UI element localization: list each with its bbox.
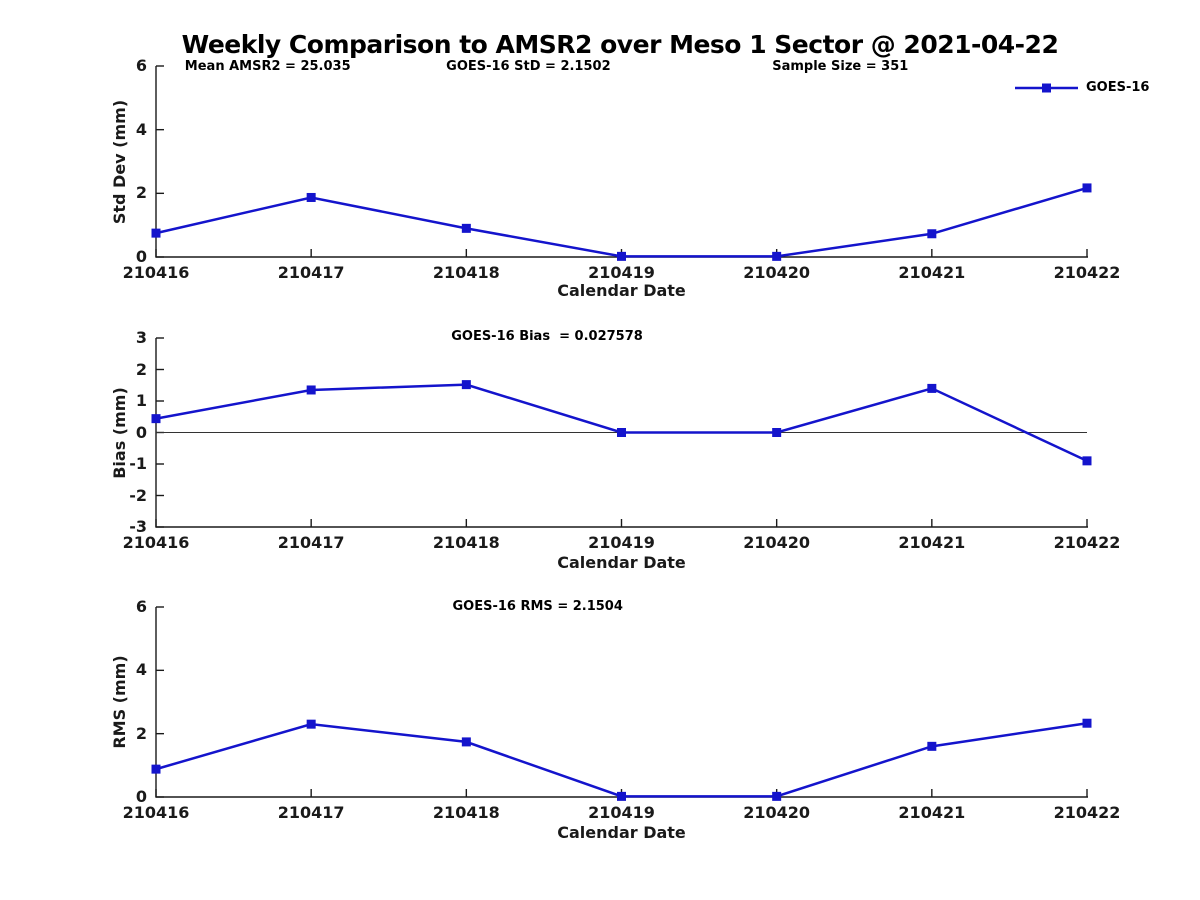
plot-2-ytick-label: -2 (129, 485, 147, 505)
plot-1-xtick-label: 210418 (432, 263, 500, 282)
plot-1-marker (306, 192, 316, 202)
plot-1-marker (151, 228, 161, 238)
plot-1-annotation: Mean AMSR2 = 25.035 (184, 59, 351, 74)
plot-1-xtick-label: 210420 (743, 263, 811, 282)
plot-2-yaxis-label: Bias (mm) (110, 386, 129, 479)
plot-3-marker (151, 764, 161, 774)
plot-3-marker (772, 791, 782, 801)
plot-2-marker (151, 414, 161, 424)
plot-3-xtick-label: 210419 (588, 803, 655, 822)
plot-3-xtick-label: 210418 (432, 803, 500, 822)
plot-1-annotation: GOES-16 StD = 2.1502 (446, 59, 611, 74)
plot-2-xtick-label: 210417 (277, 533, 345, 552)
legend-label-goes-16: GOES-16 (1086, 80, 1150, 95)
figure-title: Weekly Comparison to AMSR2 over Meso 1 S… (181, 30, 1059, 59)
plot-3-marker (927, 741, 937, 751)
plot-1-xtick-label: 210416 (122, 263, 190, 282)
plot-1-marker (461, 223, 471, 233)
plot-2-ytick-label: 2 (135, 359, 147, 379)
plot-2-marker (772, 428, 782, 437)
plot-2-series-line (155, 383, 1088, 462)
plot-2-marker (1082, 456, 1092, 466)
plot-2-ytick-label: 3 (135, 328, 147, 347)
plot-2-xaxis-label: Calendar Date (557, 553, 686, 572)
plot-3-ytick-label: 2 (135, 723, 147, 743)
legend-marker-sample (1042, 83, 1051, 93)
plot-1-ytick-label: 0 (135, 247, 147, 266)
plot-3-xtick-label: 210417 (277, 803, 345, 822)
plot-2-marker (927, 383, 937, 393)
plot-2-xtick-label: 210420 (743, 533, 811, 552)
plot-3-marker (461, 737, 471, 747)
plot-1-ytick-label: 4 (135, 119, 147, 139)
plot-3-ytick-label: 0 (135, 787, 147, 806)
plot-2-ytick-label: 1 (135, 391, 147, 410)
plot-3-series-line (155, 721, 1088, 798)
plot-1-xtick-label: 210419 (588, 263, 655, 282)
plot-1-marker (1082, 183, 1092, 193)
plot-3-xtick-label: 210416 (122, 803, 190, 822)
plot-1-xtick-label: 210417 (277, 263, 345, 282)
plot-2-marker (306, 385, 316, 395)
plot-3-xaxis-label: Calendar Date (557, 823, 686, 842)
plot-2-xtick-label: 210419 (588, 533, 655, 552)
plot-2-marker (617, 428, 626, 437)
plot-2-xtick-label: 210418 (432, 533, 500, 552)
plot-1-xtick-label: 210422 (1053, 263, 1121, 282)
plot-1-marker (927, 229, 937, 239)
plot-3-axes (155, 607, 1088, 798)
plot-3-xtick-label: 210420 (743, 803, 811, 822)
plot-3-ytick-label: 6 (135, 597, 147, 616)
plot-2-xtick-label: 210416 (122, 533, 190, 552)
plot-1-xaxis-label: Calendar Date (557, 281, 686, 300)
plot-3-annotation: GOES-16 RMS = 2.1504 (452, 599, 623, 614)
plot-3-marker (617, 791, 626, 801)
plot-1-marker (772, 251, 782, 261)
plot-3-yaxis-label: RMS (mm) (110, 655, 129, 749)
plot-3-xtick-label: 210422 (1053, 803, 1121, 822)
plot-2-xtick-label: 210422 (1053, 533, 1121, 552)
plot-2-marker (461, 380, 471, 390)
plot-3-ytick-label: 4 (135, 660, 147, 680)
plot-3-marker (1082, 718, 1092, 728)
plot-1-series-line (155, 186, 1088, 258)
plot-1-marker (617, 251, 626, 261)
plot-1-ytick-label: 2 (135, 183, 147, 203)
plot-2-ytick-label: -1 (129, 454, 147, 473)
plot-1-annotation: Sample Size = 351 (772, 59, 909, 74)
plot-2-ytick-label: 0 (135, 422, 147, 442)
plot-2-annotation: GOES-16 Bias = 0.027578 (451, 329, 643, 344)
plot-2-xtick-label: 210421 (898, 533, 966, 552)
plot-1-yaxis-label: Std Dev (mm) (110, 99, 129, 224)
plot-3-xtick-label: 210421 (898, 803, 966, 822)
plot-1-xtick-label: 210421 (898, 263, 966, 282)
plot-3-marker (306, 719, 316, 729)
plot-1-ytick-label: 6 (135, 56, 147, 75)
plot-2-ytick-label: -3 (129, 517, 147, 536)
